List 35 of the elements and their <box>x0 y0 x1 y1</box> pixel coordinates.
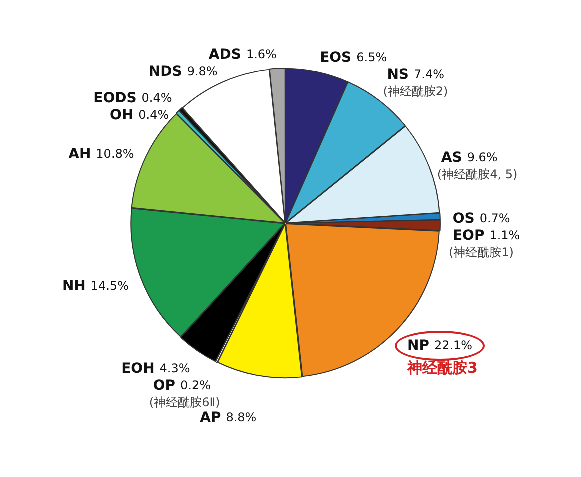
slice-label: OH <box>110 108 134 124</box>
slice-label: AH <box>68 146 92 163</box>
slice-label: EODS <box>94 90 137 107</box>
slice-label: AP <box>200 410 222 426</box>
text: (神经酰胺1) <box>448 246 514 260</box>
data-label: 6.5% <box>356 50 388 65</box>
data-label: 14.5% <box>90 278 130 293</box>
slice-label: EOP <box>452 228 485 244</box>
data-label: 0.4% <box>138 108 170 122</box>
slice-label: ADS <box>208 46 242 63</box>
data-label: 1.1% <box>490 228 520 243</box>
data-label: 10.8% <box>96 147 134 162</box>
slice-label: NS <box>387 67 410 84</box>
data-label: 22.1% <box>434 338 473 352</box>
slice-label: NP <box>407 338 430 354</box>
data-label: 0.4% <box>142 91 172 106</box>
text: 神经酰胺3 <box>407 359 478 378</box>
data-label: 0.7% <box>480 212 510 226</box>
data-label: 4.3% <box>160 361 190 376</box>
slice-label: EOS <box>320 50 352 66</box>
slice-label: NH <box>62 278 86 294</box>
slice-label: AS <box>441 150 462 166</box>
slice-label: OS <box>452 211 475 228</box>
data-label: 9.6% <box>467 150 498 164</box>
text: (神经酰胺6Ⅱ) <box>149 395 220 410</box>
slice-label: NDS <box>148 64 182 80</box>
text: (神经酰胺2) <box>383 84 448 99</box>
data-label: 0.2% <box>180 378 212 392</box>
data-label: 1.6% <box>246 47 277 62</box>
slice-label: EOH <box>122 360 155 377</box>
data-label: 9.8% <box>187 64 218 78</box>
data-label: 8.8% <box>226 410 257 424</box>
slice-label: OP <box>153 378 176 394</box>
data-label: 7.4% <box>414 68 445 82</box>
text: (神经酰胺4, 5) <box>437 167 518 182</box>
